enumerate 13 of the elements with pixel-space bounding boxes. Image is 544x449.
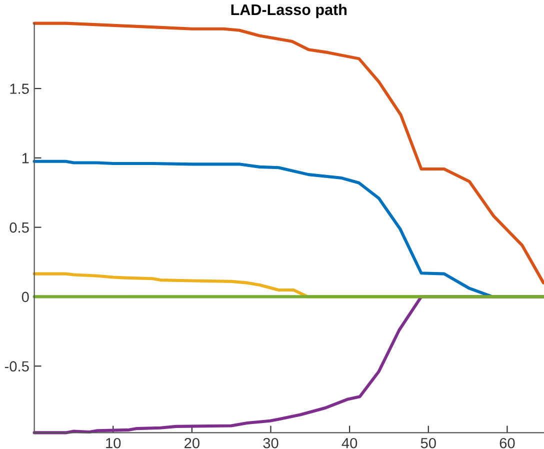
x-tick-label: 10 xyxy=(106,438,121,448)
line-series xyxy=(32,22,544,284)
x-tick-label: 50 xyxy=(420,438,436,448)
x-tick-label: 40 xyxy=(342,438,358,448)
x-tick-label: 20 xyxy=(184,438,200,448)
y-tick-label: -0.5 xyxy=(4,361,29,372)
y-tick-label: 1 xyxy=(22,153,29,164)
x-tick-label: 30 xyxy=(263,438,278,448)
y-tick-label: 0.5 xyxy=(10,222,29,233)
y-tick-label: 1.5 xyxy=(10,84,29,94)
x-tick-label: 60 xyxy=(500,438,515,448)
y-tick-label: 0 xyxy=(22,292,29,302)
chart-title: LAD-Lasso path xyxy=(231,4,347,18)
